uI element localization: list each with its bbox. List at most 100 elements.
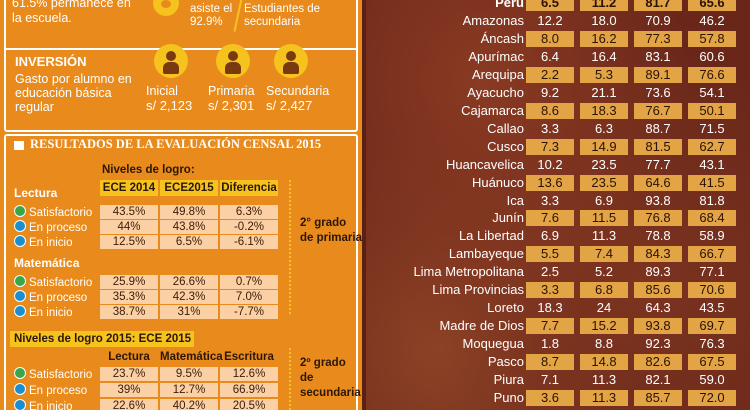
region-value: 18.3: [580, 102, 628, 119]
region-value: 76.3: [699, 336, 725, 352]
subject-name: Lectura: [14, 186, 58, 200]
region-value: 57.8: [688, 30, 736, 47]
level-text: Satisfactorio: [29, 369, 93, 381]
region-value: 72.0: [688, 389, 736, 406]
region-value: 66.7: [688, 246, 736, 263]
value-cell: 25.9%: [100, 275, 158, 289]
region-value: 13.6: [526, 174, 574, 191]
level-amount: s/ 2,427: [266, 98, 313, 113]
value-cell: 26.6%: [160, 275, 218, 289]
left-panel: 61.5% permanece en la escuela. asiste el …: [0, 0, 362, 410]
region-value: 89.3: [645, 264, 671, 280]
level-amount: s/ 2,123: [146, 98, 193, 113]
region-value: 60.6: [699, 48, 725, 64]
region-value: 89.1: [634, 66, 682, 83]
region-value: 11.3: [591, 372, 617, 387]
region-value: 7.1: [540, 372, 560, 387]
region-name: Piura: [493, 372, 524, 387]
level-icon: [154, 44, 188, 78]
region-value: 76.6: [688, 66, 736, 83]
region-value: 81.5: [634, 138, 682, 155]
level-name: En proceso: [14, 220, 87, 235]
value-cell: 22.6%: [100, 399, 158, 410]
region-value: 11.3: [580, 389, 628, 406]
region-value: 7.3: [526, 138, 574, 155]
region-name: Pasco: [487, 354, 524, 370]
region-name: Lambayeque: [448, 246, 524, 262]
value-cell: -6.1%: [220, 235, 278, 249]
region-value: 6.3: [594, 120, 614, 136]
region-value: 6.9: [540, 228, 560, 244]
region-value: 76.7: [634, 102, 682, 119]
title-icon: [14, 141, 24, 150]
value-cell: 6.3%: [220, 205, 278, 219]
icon-figure: [166, 51, 176, 61]
region-value: 84.3: [634, 246, 682, 263]
level-icon: [14, 290, 26, 302]
census-title: RESULTADOS DE LA EVALUACIÓN CENSAL 2015: [30, 137, 322, 151]
icon-figure: [286, 51, 296, 61]
level-icon: [14, 205, 26, 217]
value-cell: 23.7%: [100, 367, 158, 381]
region-value: 2.2: [526, 66, 574, 83]
region-value: 81.7: [634, 0, 682, 11]
region-value: 3.3: [526, 282, 574, 299]
value-cell: 9.5%: [160, 367, 218, 381]
value-cell: 20.5%: [220, 399, 278, 410]
region-value: 93.8: [634, 318, 682, 335]
region-value: 18.3: [537, 300, 563, 316]
region-value: 8.7: [526, 354, 574, 371]
region-value: 7.4: [580, 246, 628, 263]
region-name: Amazonas: [462, 13, 524, 28]
region-value: 1.8: [540, 336, 560, 352]
region-name: Lima Provincias: [432, 282, 524, 298]
value-cell: 12.5%: [100, 235, 158, 249]
value-cell: 43.8%: [160, 220, 218, 234]
region-value: 54.1: [699, 84, 725, 100]
region-name: Huánuco: [471, 174, 524, 190]
region-value: 59.0: [699, 372, 725, 387]
level-name: Satisfactorio: [14, 205, 92, 220]
level-label: Primaria: [208, 84, 255, 98]
region-name: Arequipa: [471, 66, 524, 82]
value-cell: 40.2%: [160, 399, 218, 410]
level-icon: [14, 367, 26, 379]
column-header: Matemática: [160, 351, 223, 363]
region-value: 65.6: [688, 0, 736, 11]
secondary-caption: Niveles de logro 2015: ECE 2015: [10, 331, 194, 347]
subject-name: Matemática: [14, 256, 80, 270]
region-value: 18.0: [591, 13, 617, 28]
level-name: En proceso: [14, 383, 87, 398]
grade-bracket: [289, 180, 297, 314]
icon-dot: [161, 0, 171, 8]
region-name: Ayacucho: [467, 84, 524, 100]
value-cell: 6.5%: [160, 235, 218, 249]
region-value: 85.6: [634, 282, 682, 299]
value-cell: 49.8%: [160, 205, 218, 219]
region-value: 5.3: [580, 66, 628, 83]
region-value: 8.0: [526, 30, 574, 47]
level-icon: [14, 399, 26, 410]
level-name: En proceso: [14, 290, 87, 305]
region-value: 6.5: [526, 0, 574, 11]
region-value: 7.6: [526, 210, 574, 227]
region-name: Moquegua: [462, 336, 524, 352]
region-value: 16.2: [580, 30, 628, 47]
level-amount: s/ 2,301: [208, 98, 255, 113]
region-value: 11.2: [580, 0, 628, 11]
region-value: 82.1: [645, 372, 671, 387]
region-value: 46.2: [699, 13, 725, 28]
region-value: 23.5: [580, 174, 628, 191]
region-name: Loreto: [487, 300, 524, 316]
level-text: En proceso: [29, 222, 88, 234]
grade-bracket: [289, 348, 297, 410]
icon-body: [163, 62, 179, 74]
level-icon: [14, 383, 26, 395]
level-text: En inicio: [29, 237, 73, 249]
region-name: Perú: [495, 0, 524, 10]
attendance-text: asiste el 92.9%: [190, 3, 233, 28]
region-name: Callao: [487, 120, 524, 136]
value-cell: 31%: [160, 305, 218, 319]
secondary-grade: 2º grado de secundaria: [300, 357, 361, 399]
region-value: 3.3: [540, 192, 560, 208]
